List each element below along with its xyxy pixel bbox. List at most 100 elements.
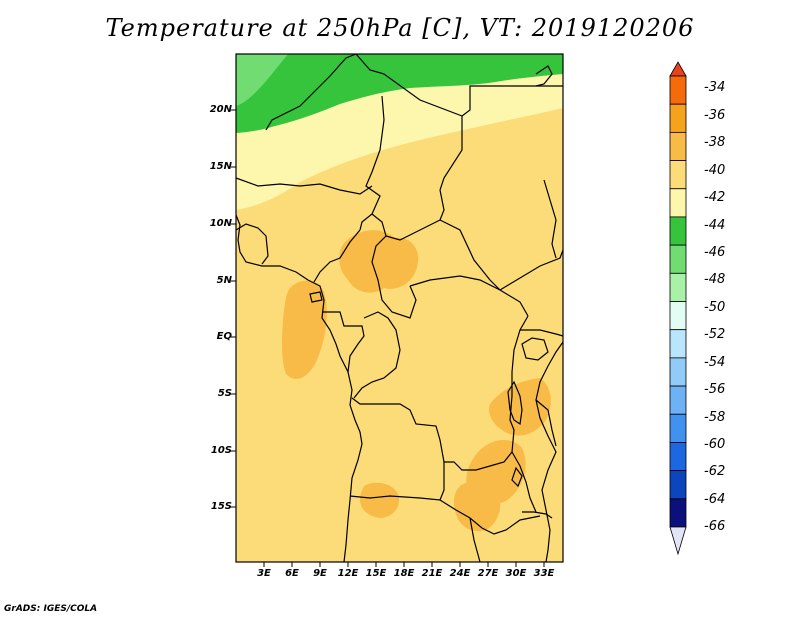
colorbar-bottom-arrow (669, 526, 687, 556)
lon-label-33e: 33E (533, 568, 555, 579)
map-frame (235, 53, 564, 563)
border-angola-namibia (349, 462, 445, 501)
lat-label-eq: EQ (216, 331, 232, 342)
colorbar-label: -66 (704, 519, 726, 534)
colorbar-box (669, 470, 687, 500)
coastline-west (235, 214, 363, 563)
colorbar-box (669, 442, 687, 472)
border-cameroon-chad (371, 213, 417, 319)
border-niger-algeria (265, 53, 357, 131)
border-car-drc (409, 275, 529, 317)
lake-victoria (521, 337, 549, 361)
coastline-east (535, 341, 564, 563)
colorbar-box (669, 329, 687, 359)
bioko-island (309, 291, 323, 303)
field-cold-north (236, 54, 563, 133)
lake-tanganyika (507, 380, 523, 426)
colorbar-label: -64 (704, 492, 726, 507)
warm-patch-zambia (453, 481, 501, 532)
border-ethiopia (543, 179, 557, 259)
border-drc-angola (351, 397, 513, 471)
lon-label-24e: 24E (449, 568, 471, 579)
colorbar-box (669, 131, 687, 161)
lon-label-30e: 30E (505, 568, 527, 579)
lake-malawi (511, 466, 523, 488)
lon-label-12e: 12E (337, 568, 359, 579)
country-borders (235, 53, 564, 563)
colorbar-label: -54 (704, 355, 726, 370)
colorbar-box (669, 244, 687, 274)
warm-patch-gabon (282, 280, 327, 379)
border-congo (353, 311, 401, 399)
colorbar-box (669, 413, 687, 443)
border-nigeria-cameroon (313, 229, 361, 283)
border-chad-sudan (439, 189, 501, 291)
border-uganda-kenya (520, 329, 564, 337)
grads-credit: GrADS: IGES/COLA (4, 604, 98, 614)
lon-label-27e: 27E (477, 568, 499, 579)
lat-label-10n: 10N (209, 218, 232, 229)
colorbar-label: -58 (704, 410, 726, 425)
axis-ticks (231, 109, 545, 567)
colorbar-box (669, 188, 687, 218)
lat-label-5n: 5N (216, 275, 232, 286)
colorbar-top-arrow (669, 61, 687, 77)
lat-label-15s: 15S (210, 501, 232, 512)
lat-label-15n: 15N (209, 161, 232, 172)
border-drc-east (509, 315, 529, 453)
field-pale-green (236, 54, 288, 106)
colorbar-label: -44 (704, 218, 726, 233)
colorbar (669, 61, 687, 556)
border-zambia-south (439, 499, 541, 535)
colorbar-label: -38 (704, 135, 726, 150)
colorbar-box (669, 160, 687, 190)
lon-label-15e: 15E (365, 568, 387, 579)
border-libya-chad (355, 53, 463, 191)
border-chad-car (385, 219, 441, 241)
lake-kariba (522, 511, 553, 519)
colorbar-box (669, 385, 687, 415)
sinai-coast (535, 65, 553, 87)
border-niger-nigeria (235, 177, 373, 195)
colorbar-label: -42 (704, 190, 726, 205)
colorbar-box (669, 357, 687, 387)
lon-label-6e: 6E (285, 568, 299, 579)
lat-label-10s: 10S (210, 445, 232, 456)
warm-patch-angola (360, 482, 400, 518)
colorbar-label: -40 (704, 163, 726, 178)
colorbar-label: -46 (704, 245, 726, 260)
colorbar-label: -52 (704, 327, 726, 342)
lat-label-20n: 20N (209, 104, 232, 115)
warm-patch-central-north (339, 230, 419, 293)
colorbar-label: -48 (704, 272, 726, 287)
lon-label-9e: 9E (313, 568, 327, 579)
colorbar-box (669, 216, 687, 246)
lon-label-21e: 21E (421, 568, 443, 579)
colorbar-box (669, 301, 687, 331)
colorbar-box (669, 103, 687, 133)
border-tanzania (535, 399, 557, 447)
temperature-field (236, 54, 563, 562)
border-niger-chad (359, 95, 385, 231)
warm-patch-tanganyika (489, 378, 551, 436)
border-gabon (322, 311, 365, 373)
colorbar-box (669, 272, 687, 302)
border-southsudan (499, 249, 564, 291)
colorbar-label: -56 (704, 382, 726, 397)
border-malawi (511, 451, 537, 513)
colorbar-box (669, 75, 687, 105)
lon-label-3e: 3E (257, 568, 271, 579)
colorbar-boxes (669, 75, 687, 528)
lat-label-5s: 5S (217, 388, 232, 399)
lon-label-18e: 18E (393, 568, 415, 579)
colorbar-label: -60 (704, 437, 726, 452)
border-egypt-sudan (461, 85, 563, 117)
colorbar-box (669, 498, 687, 528)
colorbar-label: -62 (704, 464, 726, 479)
border-botswana (469, 517, 481, 563)
colorbar-label: -34 (704, 80, 726, 95)
border-benin (235, 223, 269, 265)
colorbar-label: -36 (704, 108, 726, 123)
map-title: Temperature at 250hPa [C], VT: 201912020… (105, 14, 695, 42)
